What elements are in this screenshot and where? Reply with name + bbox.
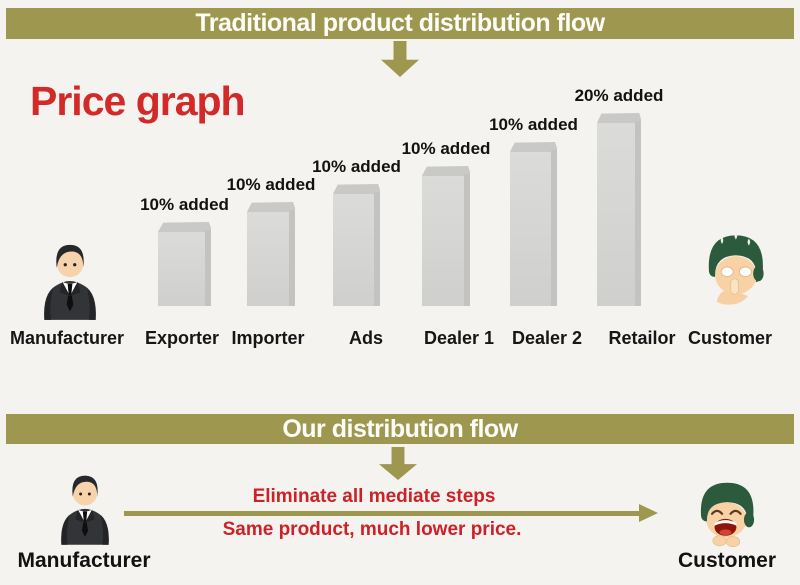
role-label-retailor: Retailor [608,328,676,348]
bar-value-label: 20% added [574,86,664,105]
role-label-customer: Customer [687,328,773,348]
bar-top-face [510,142,557,155]
customer-worried-icon [708,232,764,305]
bar-value-label: 10% added [226,175,316,194]
bar-value-label: 10% added [489,115,578,134]
bar-face-face [333,194,374,306]
role-label-dealer2: Dealer 2 [511,328,583,348]
customer-happy-icon [700,482,755,548]
bar-top-face [158,222,211,235]
bar-top-face [333,184,380,197]
manufacturer-icon [61,475,109,545]
bar-side-face [551,150,557,306]
bar-top-face [247,202,295,215]
bar-side-face [289,210,295,306]
bar-face-face [158,232,205,306]
role-label-dealer1: Dealer 1 [423,328,495,348]
our-flow-banner: Our distribution flow [6,414,794,444]
price-bar-retailor [597,113,641,306]
right-arrow-icon [124,504,658,522]
our-flow-banner-label: Our distribution flow [282,414,518,443]
price-bar-dealer-1 [422,166,470,306]
traditional-flow-banner-label: Traditional product distribution flow [195,9,605,37]
price-bar-dealer-2 [510,142,557,306]
bar-face-face [597,123,635,306]
price-bar-importer [247,202,295,306]
bar-top-face [597,113,641,126]
bottom-customer-label: Customer [677,549,777,572]
down-arrow-icon [379,447,417,480]
bar-value-label: 10% added [140,195,229,214]
traditional-flow-banner: Traditional product distribution flow [6,8,794,39]
bar-side-face [635,121,641,306]
eliminate-steps-text: Eliminate all mediate steps [252,486,496,507]
down-arrow-icon [381,41,419,77]
bar-value-label: 10% added [312,157,401,176]
bottom-manufacturer-label: Manufacturer [17,549,151,572]
lower-price-text: Same product, much lower price. [222,519,522,540]
role-label-manufacturer: Manufacturer [9,328,125,348]
role-label-importer: Importer [231,328,305,348]
price-graph-title: Price graph [30,78,246,124]
price-bar-ads [333,184,380,306]
bar-value-label: 10% added [401,139,491,158]
bar-face-face [247,212,289,306]
role-label-ads: Ads [348,328,384,348]
bar-side-face [374,192,380,306]
bar-side-face [205,230,211,306]
price-bar-exporter [158,222,211,306]
bar-face-face [510,152,551,306]
bar-side-face [464,174,470,306]
role-label-exporter: Exporter [144,328,220,348]
manufacturer-icon [44,244,96,320]
bar-top-face [422,166,470,179]
bar-face-face [422,176,464,306]
